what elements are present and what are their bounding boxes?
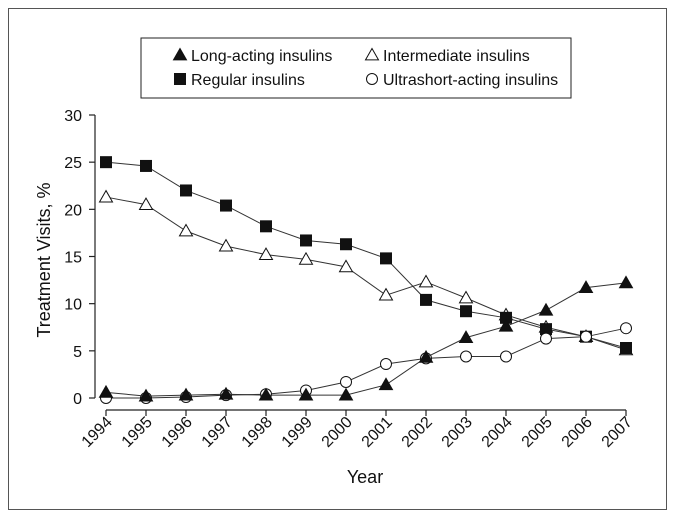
- data-point-regular-insulins: [140, 159, 152, 172]
- data-point-long-acting-insulins: [378, 377, 394, 391]
- legend-item-ultrashort-acting-insulins: Ultrashort-acting insulins: [366, 72, 558, 89]
- series-regular-insulins: [100, 156, 632, 355]
- legend: Long-acting insulins Intermediate insulin…: [140, 37, 572, 99]
- data-point-long-acting-insulins: [138, 388, 154, 402]
- x-tick-label: 2003: [439, 414, 476, 451]
- legend-label-long-acting-insulins: Long-acting insulins: [191, 48, 332, 65]
- series-line-long-acting-insulins: [105, 282, 627, 397]
- y-tick-label: 20: [64, 202, 82, 219]
- data-point-long-acting-insulins: [458, 330, 474, 344]
- legend-item-intermediate-insulins: Intermediate insulins: [364, 47, 530, 65]
- x-tick-label: 2006: [559, 414, 596, 451]
- legend-marker-intermediate-insulins: [364, 47, 380, 61]
- data-point-intermediate-insulins: [258, 247, 274, 260]
- series-layer: [98, 156, 634, 404]
- data-point-long-acting-insulins: [338, 387, 354, 401]
- data-point-long-acting-insulins: [578, 280, 594, 294]
- legend-box: [140, 37, 572, 99]
- y-axis-title: Treatment Visits, %: [34, 182, 54, 337]
- data-point-intermediate-insulins: [338, 259, 354, 273]
- x-tick-label: 1998: [239, 414, 276, 451]
- legend-marker-long-acting-insulins: [172, 47, 188, 61]
- data-point-long-acting-insulins: [418, 349, 434, 363]
- data-point-intermediate-insulins: [418, 274, 434, 288]
- data-point-long-acting-insulins: [618, 275, 634, 289]
- x-axis-title: Year: [347, 467, 383, 487]
- data-point-long-acting-insulins: [538, 302, 554, 316]
- figure-frame: [8, 8, 667, 510]
- x-tick-label: 1994: [79, 414, 116, 451]
- data-point-regular-insulins: [380, 252, 392, 265]
- y-tick-label: 0: [73, 391, 82, 408]
- data-point-intermediate-insulins: [138, 197, 154, 210]
- legend-label-intermediate-insulins: Intermediate insulins: [383, 48, 530, 65]
- data-point-intermediate-insulins: [378, 287, 394, 301]
- x-tick-label: 2005: [519, 414, 556, 451]
- legend-item-long-acting-insulins: Long-acting insulins: [172, 47, 332, 65]
- data-point-long-acting-insulins: [178, 387, 194, 401]
- data-point-regular-insulins: [300, 234, 312, 247]
- series-line-ultrashort-acting-insulins: [106, 327, 627, 399]
- legend-label-regular-insulins: Regular insulins: [191, 72, 305, 89]
- data-point-regular-insulins: [100, 156, 112, 169]
- series-long-acting-insulins: [98, 275, 634, 402]
- data-point-long-acting-insulins: [98, 384, 114, 398]
- data-point-ultrashort-acting-insulins: [380, 358, 392, 371]
- x-tick-label: 2001: [359, 414, 396, 451]
- y-tick-label: 15: [64, 250, 82, 267]
- data-point-regular-insulins: [340, 238, 352, 251]
- data-point-regular-insulins: [180, 184, 192, 197]
- y-tick-label: 30: [64, 108, 82, 125]
- y-tick-label: 10: [64, 297, 82, 314]
- legend-item-regular-insulins: Regular insulins: [174, 72, 305, 89]
- data-point-intermediate-insulins: [458, 290, 474, 304]
- x-tick-label: 2000: [319, 414, 356, 451]
- legend-marker-regular-insulins: [174, 73, 186, 85]
- data-point-ultrashort-acting-insulins: [580, 330, 592, 343]
- data-point-regular-insulins: [460, 305, 472, 318]
- data-point-ultrashort-acting-insulins: [460, 350, 472, 363]
- x-tick-label: 1997: [199, 414, 236, 451]
- data-point-ultrashort-acting-insulins: [340, 375, 352, 388]
- data-point-intermediate-insulins: [178, 223, 194, 237]
- data-point-long-acting-insulins: [498, 318, 514, 332]
- data-point-long-acting-insulins: [298, 387, 314, 401]
- data-point-intermediate-insulins: [218, 238, 234, 252]
- x-tick-label: 1996: [159, 414, 196, 451]
- x-tick-label: 1999: [279, 414, 316, 451]
- data-point-intermediate-insulins: [98, 189, 114, 203]
- x-tick-label: 2004: [479, 414, 516, 451]
- y-tick-label: 5: [73, 344, 82, 361]
- x-tick-label: 2007: [599, 414, 636, 451]
- data-point-regular-insulins: [220, 199, 232, 212]
- data-point-ultrashort-acting-insulins: [540, 332, 552, 345]
- series-line-intermediate-insulins: [105, 196, 627, 351]
- x-tick-label: 1995: [119, 414, 156, 451]
- data-point-ultrashort-acting-insulins: [500, 350, 512, 363]
- data-point-regular-insulins: [260, 220, 272, 233]
- data-point-long-acting-insulins: [258, 387, 274, 401]
- data-point-ultrashort-acting-insulins: [620, 322, 632, 335]
- y-tick-label: 25: [64, 155, 82, 172]
- series-line-regular-insulins: [105, 161, 627, 349]
- legend-label-ultrashort-acting-insulins: Ultrashort-acting insulins: [383, 72, 558, 89]
- data-point-intermediate-insulins: [298, 251, 314, 265]
- data-point-regular-insulins: [620, 342, 632, 355]
- x-tick-label: 2002: [399, 414, 436, 451]
- data-point-long-acting-insulins: [218, 386, 234, 400]
- legend-marker-ultrashort-acting-insulins: [366, 73, 378, 85]
- data-point-regular-insulins: [420, 293, 432, 306]
